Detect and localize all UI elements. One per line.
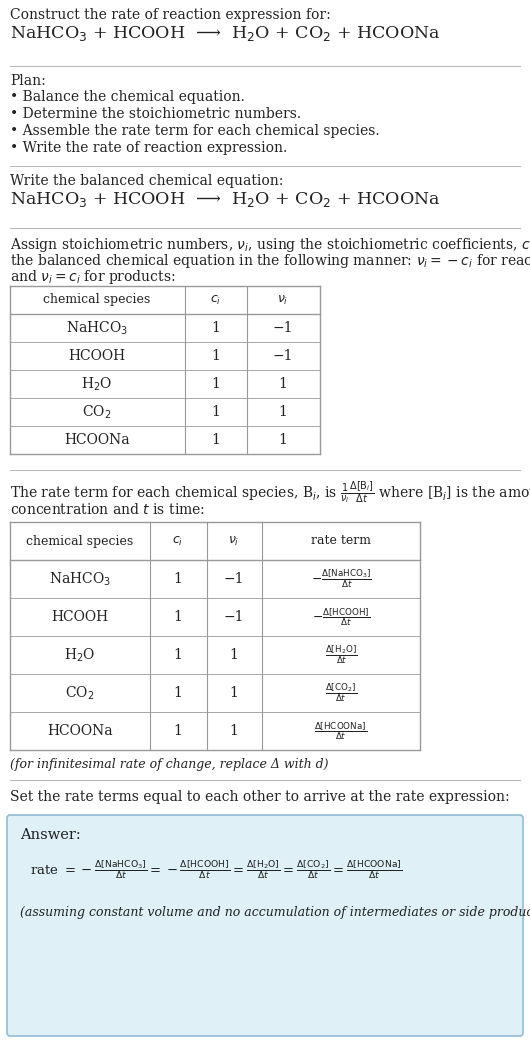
Text: $\frac{\Delta[\mathrm{H_2O}]}{\Delta t}$: $\frac{\Delta[\mathrm{H_2O}]}{\Delta t}$ <box>325 644 357 666</box>
Text: The rate term for each chemical species, B$_i$, is $\frac{1}{\nu_i}\frac{\Delta[: The rate term for each chemical species,… <box>10 480 530 506</box>
Text: • Determine the stoichiometric numbers.: • Determine the stoichiometric numbers. <box>10 107 301 121</box>
Text: • Write the rate of reaction expression.: • Write the rate of reaction expression. <box>10 141 287 155</box>
Text: $\nu_i$: $\nu_i$ <box>228 535 240 547</box>
Text: $\frac{\Delta[\mathrm{HCOONa}]}{\Delta t}$: $\frac{\Delta[\mathrm{HCOONa}]}{\Delta t… <box>314 720 368 742</box>
Text: NaHCO$_3$: NaHCO$_3$ <box>49 570 111 588</box>
Text: the balanced chemical equation in the following manner: $\nu_i = -c_i$ for react: the balanced chemical equation in the fo… <box>10 252 530 270</box>
Text: (for infinitesimal rate of change, replace Δ with d): (for infinitesimal rate of change, repla… <box>10 758 329 771</box>
Text: $-\frac{\Delta[\mathrm{HCOOH}]}{\Delta t}$: $-\frac{\Delta[\mathrm{HCOOH}]}{\Delta t… <box>312 606 370 628</box>
Text: and $\nu_i = c_i$ for products:: and $\nu_i = c_i$ for products: <box>10 268 175 286</box>
Text: NaHCO$_3$ + HCOOH  ⟶  H$_2$O + CO$_2$ + HCOONa: NaHCO$_3$ + HCOOH ⟶ H$_2$O + CO$_2$ + HC… <box>10 190 440 209</box>
Text: H$_2$O: H$_2$O <box>81 375 113 393</box>
Text: HCOONa: HCOONa <box>47 724 113 738</box>
Text: −1: −1 <box>273 349 293 363</box>
Text: 1: 1 <box>173 572 182 586</box>
FancyBboxPatch shape <box>7 815 523 1036</box>
Text: concentration and $t$ is time:: concentration and $t$ is time: <box>10 502 205 517</box>
Text: 1: 1 <box>173 648 182 662</box>
Text: NaHCO$_3$: NaHCO$_3$ <box>66 319 128 337</box>
Text: 1: 1 <box>229 648 239 662</box>
Text: $\nu_i$: $\nu_i$ <box>277 294 289 306</box>
Text: −1: −1 <box>224 610 244 624</box>
Text: rate term: rate term <box>311 535 371 547</box>
Text: 1: 1 <box>211 377 220 391</box>
Text: (assuming constant volume and no accumulation of intermediates or side products): (assuming constant volume and no accumul… <box>20 905 530 919</box>
Text: HCOOH: HCOOH <box>51 610 109 624</box>
Text: chemical species: chemical species <box>26 535 134 547</box>
Text: 1: 1 <box>173 686 182 700</box>
Text: $-\frac{\Delta[\mathrm{NaHCO_3}]}{\Delta t}$: $-\frac{\Delta[\mathrm{NaHCO_3}]}{\Delta… <box>311 568 372 591</box>
Text: 1: 1 <box>229 686 239 700</box>
Text: HCOOH: HCOOH <box>68 349 126 363</box>
Text: −1: −1 <box>224 572 244 586</box>
Text: 1: 1 <box>173 724 182 738</box>
Text: Plan:: Plan: <box>10 74 46 88</box>
Text: chemical species: chemical species <box>43 294 151 306</box>
Text: 1: 1 <box>279 377 287 391</box>
Text: 1: 1 <box>279 405 287 419</box>
Text: HCOONa: HCOONa <box>64 433 130 447</box>
Text: 1: 1 <box>279 433 287 447</box>
Text: 1: 1 <box>211 321 220 334</box>
Text: $c_i$: $c_i$ <box>210 294 222 306</box>
Text: NaHCO$_3$ + HCOOH  ⟶  H$_2$O + CO$_2$ + HCOONa: NaHCO$_3$ + HCOOH ⟶ H$_2$O + CO$_2$ + HC… <box>10 24 440 43</box>
Text: 1: 1 <box>211 405 220 419</box>
Text: H$_2$O: H$_2$O <box>64 646 95 664</box>
Text: CO$_2$: CO$_2$ <box>65 685 95 701</box>
Text: Answer:: Answer: <box>20 828 81 842</box>
Text: $\frac{\Delta[\mathrm{CO_2}]}{\Delta t}$: $\frac{\Delta[\mathrm{CO_2}]}{\Delta t}$ <box>325 681 357 704</box>
Text: Assign stoichiometric numbers, $\nu_i$, using the stoichiometric coefficients, $: Assign stoichiometric numbers, $\nu_i$, … <box>10 235 530 254</box>
Text: Construct the rate of reaction expression for:: Construct the rate of reaction expressio… <box>10 8 331 22</box>
Text: rate $= -\frac{\Delta[\mathrm{NaHCO_3}]}{\Delta t} = -\frac{\Delta[\mathrm{HCOOH: rate $= -\frac{\Delta[\mathrm{NaHCO_3}]}… <box>30 858 402 880</box>
Text: • Assemble the rate term for each chemical species.: • Assemble the rate term for each chemic… <box>10 124 379 138</box>
Text: $c_i$: $c_i$ <box>172 535 183 547</box>
Text: 1: 1 <box>211 349 220 363</box>
Text: 1: 1 <box>229 724 239 738</box>
Text: −1: −1 <box>273 321 293 334</box>
Text: 1: 1 <box>211 433 220 447</box>
Text: CO$_2$: CO$_2$ <box>82 403 112 421</box>
Text: Set the rate terms equal to each other to arrive at the rate expression:: Set the rate terms equal to each other t… <box>10 790 510 804</box>
Text: 1: 1 <box>173 610 182 624</box>
Text: • Balance the chemical equation.: • Balance the chemical equation. <box>10 90 245 104</box>
Text: Write the balanced chemical equation:: Write the balanced chemical equation: <box>10 174 284 188</box>
